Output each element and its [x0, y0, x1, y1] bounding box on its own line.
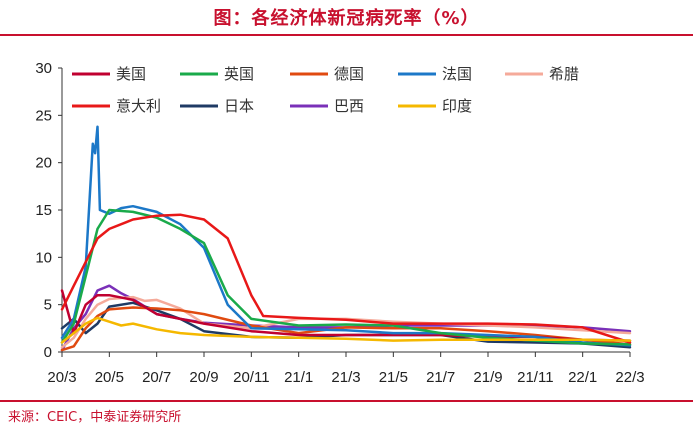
legend-label: 德国	[334, 65, 364, 83]
series-line	[60, 208, 632, 346]
legend-label: 英国	[224, 65, 254, 83]
y-tick-label: 5	[44, 297, 52, 314]
legend-label: 美国	[116, 65, 146, 83]
y-tick-label: 25	[35, 107, 52, 124]
y-tick-label: 10	[35, 249, 52, 266]
legend-label: 印度	[442, 97, 472, 115]
x-tick-label: 20/7	[142, 369, 171, 386]
x-tick-label: 21/5	[379, 369, 408, 386]
x-tick-label: 21/9	[473, 369, 502, 386]
source-note: 来源：CEIC，中泰证券研究所	[8, 410, 182, 425]
series-line	[60, 316, 632, 344]
y-tick-label: 20	[35, 155, 52, 172]
x-tick-label: 22/3	[615, 369, 644, 386]
line-chart: 0 5 10 15 20 25 30 20/3 20/5 20/7 20/9 20/11 21/1 21/…	[35, 60, 644, 386]
footer-divider	[0, 400, 693, 402]
legend-label: 意大利	[116, 97, 161, 115]
legend-label: 希腊	[549, 65, 579, 83]
series-line	[60, 301, 632, 349]
x-tick-label: 21/7	[426, 369, 455, 386]
x-tick-label: 20/11	[233, 369, 269, 386]
x-tick-label: 20/3	[47, 369, 76, 386]
chart-series-lines	[60, 125, 632, 352]
x-tick-label: 21/3	[331, 369, 360, 386]
legend-label: 巴西	[334, 97, 364, 115]
y-tick-label: 15	[35, 202, 52, 219]
x-tick-label: 21/1	[284, 369, 313, 386]
series-line	[60, 213, 632, 344]
series-line	[60, 289, 632, 342]
x-tick-label: 22/1	[568, 369, 597, 386]
y-tick-label: 30	[35, 60, 52, 77]
x-tick-label: 21/11	[517, 369, 553, 386]
legend-label: 法国	[442, 65, 472, 83]
chart-axes: 0 5 10 15 20 25 30 20/3 20/5 20/7 20/9 20/11 21/1 21/…	[35, 60, 644, 386]
legend-label: 日本	[224, 97, 254, 115]
y-tick-label: 0	[44, 344, 52, 361]
chart-header: 图：各经济体新冠病死率（%）	[0, 0, 693, 36]
series-line	[60, 125, 632, 347]
x-tick-label: 20/5	[95, 369, 124, 386]
x-tick-label: 20/9	[189, 369, 218, 386]
chart-title: 图：各经济体新冠病死率（%）	[213, 8, 480, 29]
